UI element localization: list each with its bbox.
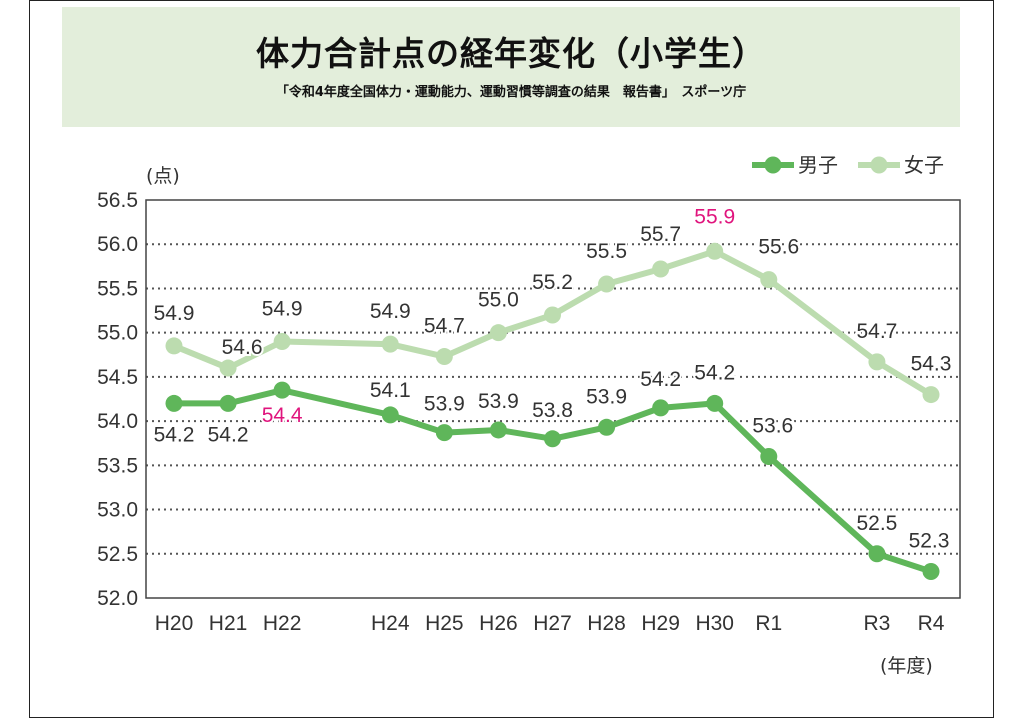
- x-axis-label: (年度): [880, 655, 933, 677]
- data-label: 54.4: [262, 404, 303, 427]
- data-point: [544, 430, 561, 448]
- data-point: [544, 306, 561, 324]
- x-tick-label: R3: [863, 612, 890, 635]
- data-point: [489, 421, 507, 439]
- data-label: 55.7: [640, 223, 681, 246]
- data-point: [435, 424, 453, 442]
- chart-source: 「令和4年度全国体力・運動能力、運動習慣等調査の結果 報告書」 スポーツ庁: [275, 85, 747, 100]
- data-label: 55.6: [758, 236, 799, 259]
- data-label: 55.5: [586, 240, 627, 263]
- legend-marker: [870, 156, 888, 174]
- y-tick-label: 53.5: [97, 454, 138, 477]
- data-label: 54.9: [154, 302, 195, 325]
- data-point: [598, 275, 616, 293]
- legend-marker: [764, 156, 782, 174]
- y-tick-label: 52.0: [97, 587, 138, 610]
- chart-title: 体力合計点の経年変化（小学生）: [256, 34, 766, 73]
- x-tick-label: H30: [695, 612, 734, 635]
- legend-label: 男子: [798, 153, 838, 177]
- data-label: 54.7: [856, 320, 897, 343]
- data-point: [706, 242, 724, 260]
- data-point: [435, 348, 453, 366]
- data-point: [273, 381, 291, 399]
- data-label: 53.6: [752, 414, 793, 437]
- x-tick-label: H24: [371, 612, 410, 635]
- data-point: [273, 333, 291, 351]
- y-tick-label: 55.0: [97, 322, 138, 345]
- data-label: 53.9: [586, 385, 627, 408]
- x-tick-label: H25: [425, 612, 464, 635]
- plot-area: [145, 199, 961, 599]
- y-tick-label: 55.5: [97, 277, 138, 300]
- data-label: 54.2: [208, 423, 249, 446]
- x-tick-label: R4: [918, 612, 945, 635]
- data-label: 54.6: [222, 336, 263, 359]
- y-axis-ticks: 52.0 52.5 53.0 53.5 54.0 54.5 55.0 55.5 56.0 56.5: [97, 189, 138, 610]
- data-label: 55.0: [478, 289, 519, 312]
- data-label: 54.2: [640, 368, 681, 391]
- data-label: 55.9: [694, 205, 735, 228]
- legend-label: 女子: [904, 153, 944, 177]
- x-tick-label: H28: [587, 612, 626, 635]
- y-tick-label: 56.0: [97, 233, 138, 256]
- title-banner: 体力合計点の経年変化（小学生） 「令和4年度全国体力・運動能力、運動習慣等調査の…: [62, 7, 960, 127]
- x-tick-label: H22: [263, 612, 302, 635]
- data-label: 54.9: [370, 300, 411, 323]
- data-label: 55.2: [532, 271, 573, 294]
- data-label: 54.3: [911, 353, 952, 376]
- data-point: [165, 337, 183, 355]
- data-point: [381, 406, 399, 424]
- series-lines: [165, 242, 940, 580]
- data-point: [381, 335, 399, 353]
- data-label: 54.2: [154, 423, 195, 446]
- legend: 男子 女子: [752, 153, 944, 177]
- x-tick-label: H29: [641, 612, 680, 635]
- y-tick-label: 54.5: [97, 366, 138, 389]
- y-axis-label: (点): [146, 165, 180, 187]
- data-point: [868, 353, 886, 371]
- data-label: 53.8: [532, 399, 573, 422]
- x-tick-label: H26: [479, 612, 518, 635]
- data-point: [706, 394, 724, 412]
- x-tick-label: H20: [155, 612, 194, 635]
- data-label: 54.7: [424, 315, 465, 338]
- x-tick-label: H21: [209, 612, 248, 635]
- y-tick-label: 54.0: [97, 410, 138, 433]
- data-point: [760, 271, 778, 289]
- data-label: 52.3: [909, 529, 950, 552]
- data-point: [219, 359, 237, 377]
- x-tick-label: H27: [533, 612, 572, 635]
- data-point: [922, 386, 940, 404]
- x-axis-ticks: H20 H21 H22 H24 H25 H26 H27 H28 H29 H30 R1 R3 R4: [155, 612, 945, 635]
- data-label: 54.9: [262, 298, 303, 321]
- data-point: [165, 394, 183, 412]
- x-tick-label: R1: [755, 612, 782, 635]
- data-point: [598, 418, 616, 436]
- y-tick-label: 52.5: [97, 543, 138, 566]
- data-point: [922, 562, 940, 580]
- data-point: [652, 260, 670, 278]
- y-tick-label: 56.5: [97, 189, 138, 212]
- data-label: 54.1: [370, 379, 411, 402]
- data-label: 52.5: [856, 512, 897, 535]
- data-point: [489, 324, 507, 342]
- data-point: [219, 394, 237, 412]
- data-label: 54.2: [694, 361, 735, 384]
- data-label: 53.9: [478, 390, 519, 413]
- data-point: [652, 399, 670, 417]
- data-labels: 54.2 54.2 54.4 54.1 53.9 53.9 53.8 53.9 54.2 54.2…: [152, 203, 954, 554]
- data-label: 53.9: [424, 393, 465, 416]
- data-point: [760, 447, 778, 465]
- data-point: [868, 545, 886, 563]
- y-tick-label: 53.0: [97, 499, 138, 522]
